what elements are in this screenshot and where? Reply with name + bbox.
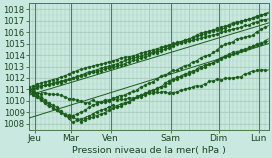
X-axis label: Pression niveau de la mer( hPa ): Pression niveau de la mer( hPa ) xyxy=(72,146,225,155)
